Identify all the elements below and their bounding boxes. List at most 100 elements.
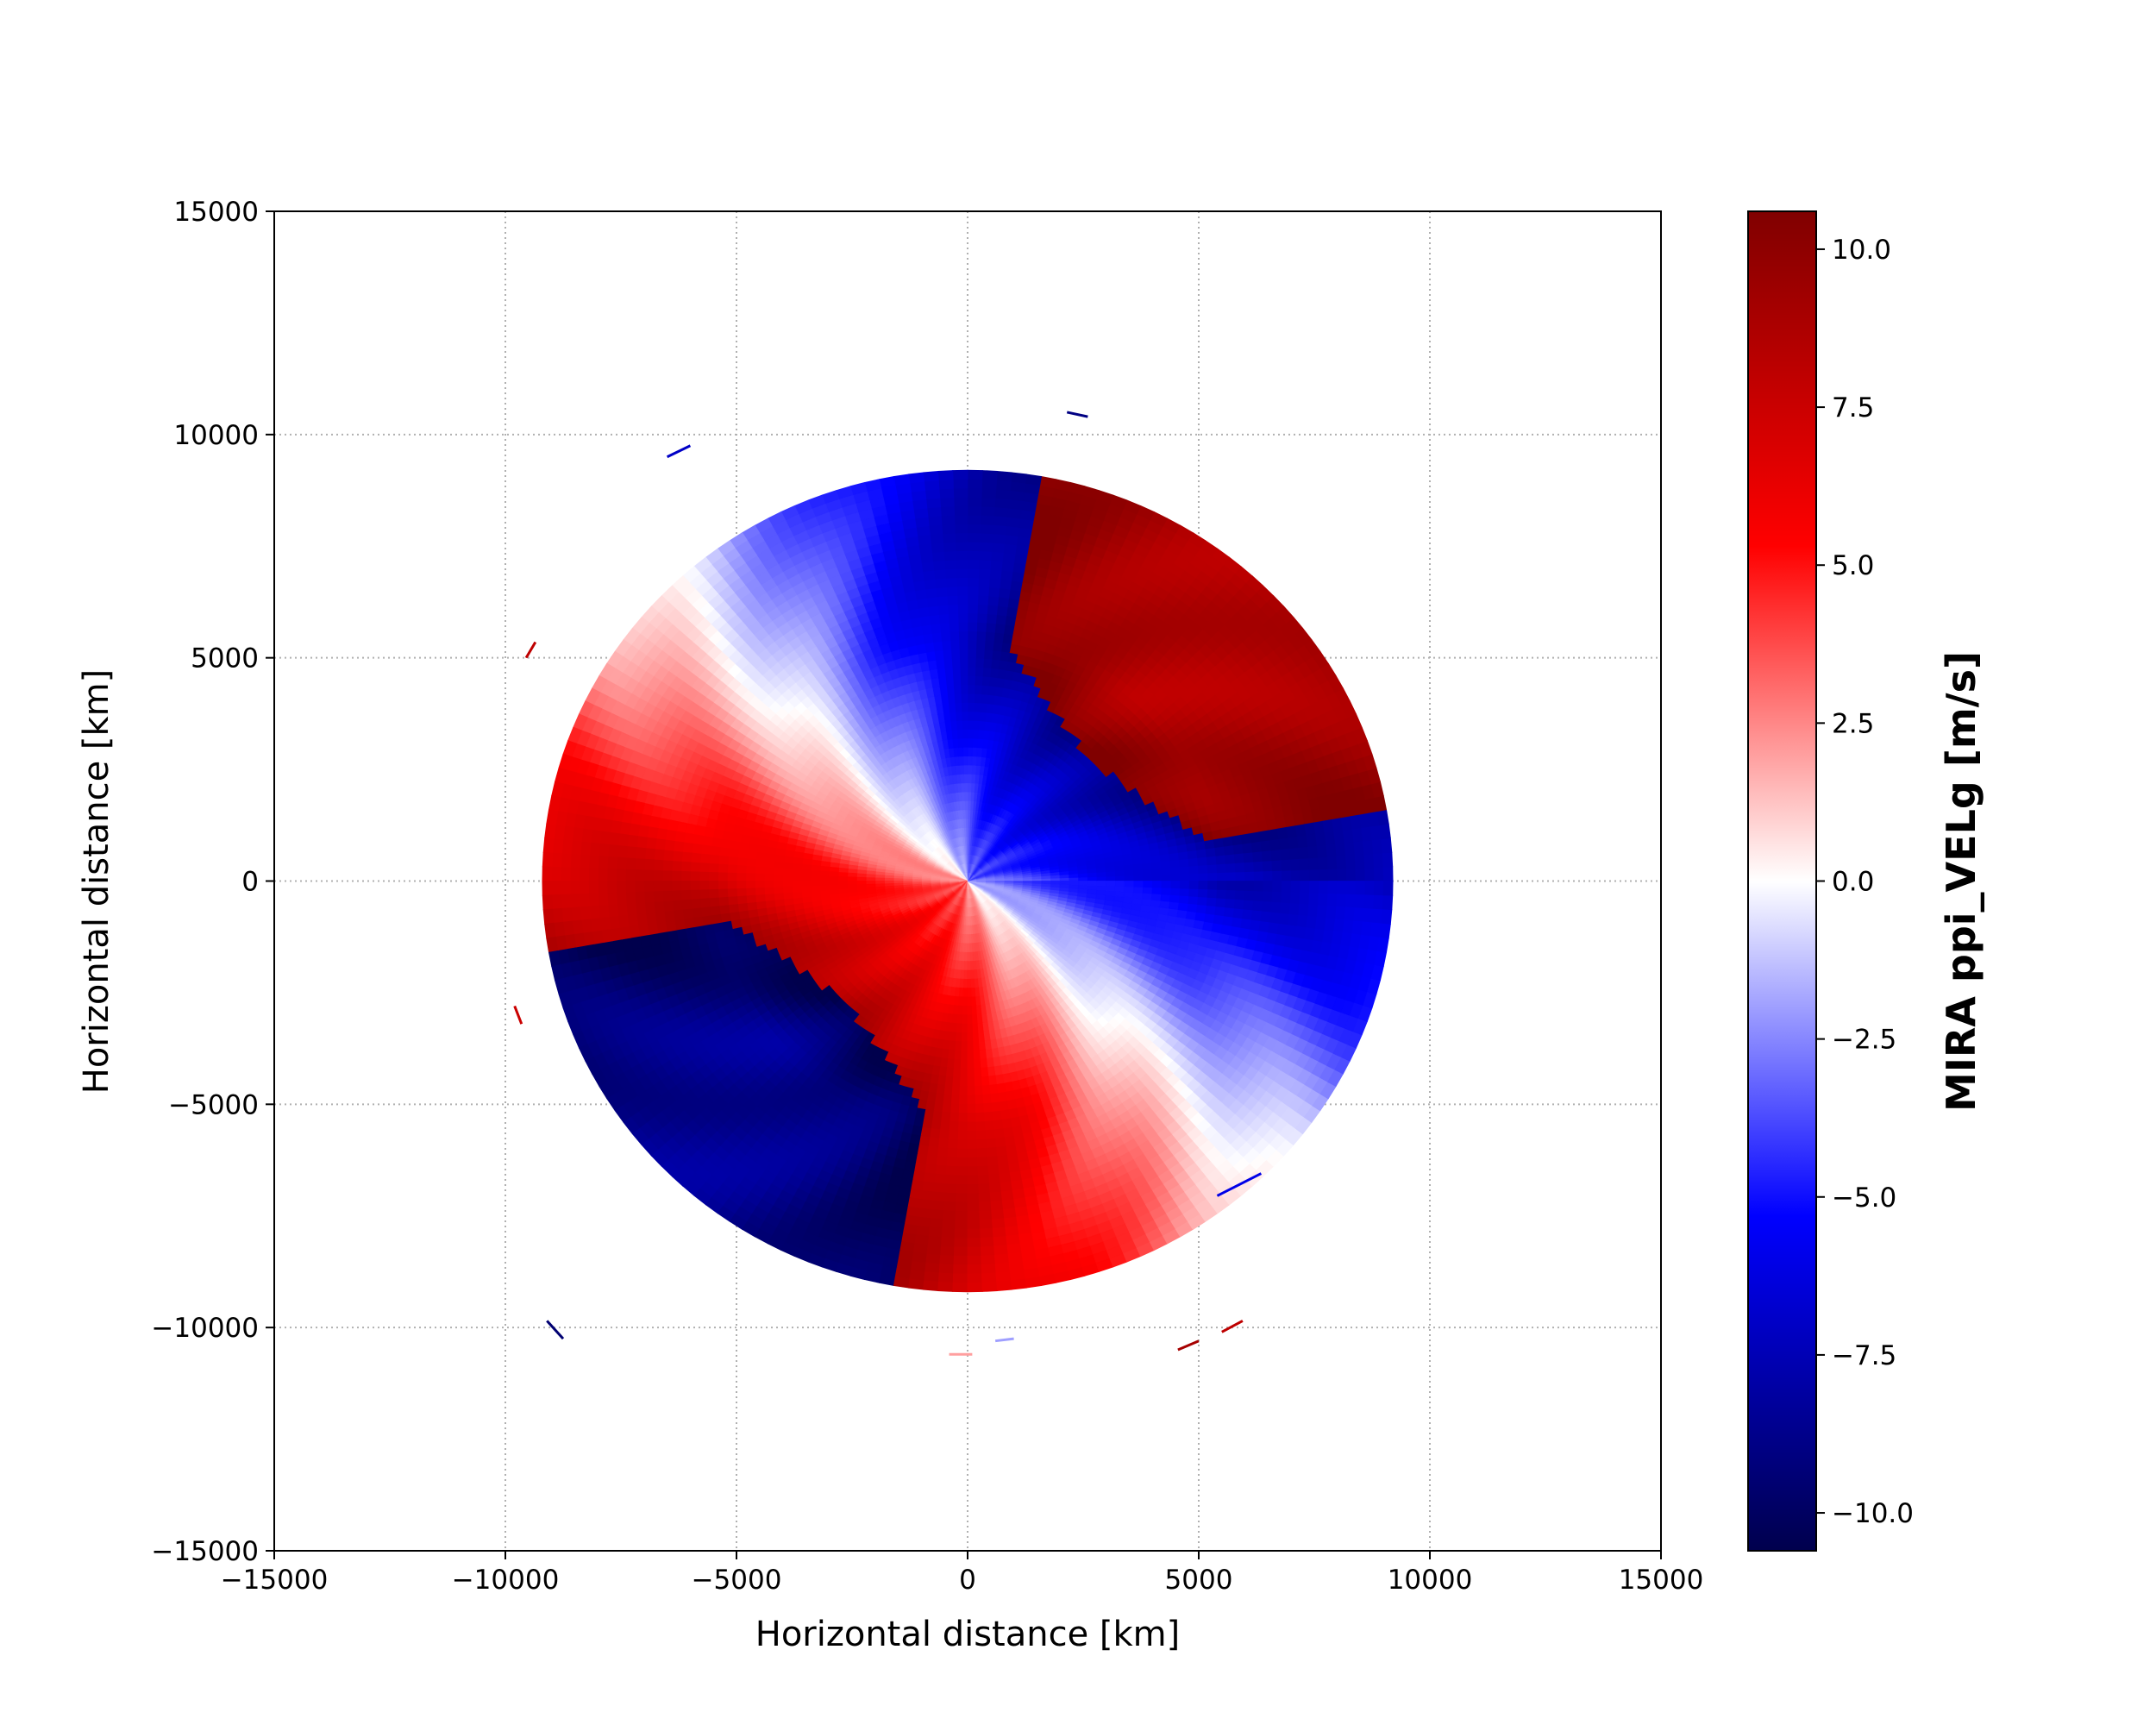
radar-cell <box>963 978 968 989</box>
radar-cell <box>950 1032 957 1042</box>
radar-cell <box>956 729 963 739</box>
radar-cell <box>992 641 1003 652</box>
radar-cell <box>974 1067 982 1078</box>
radar-cell <box>755 894 766 903</box>
radar-cell <box>967 1032 975 1043</box>
radar-cell <box>736 873 747 881</box>
radar-cell <box>1050 881 1061 885</box>
radar-cell <box>728 848 740 858</box>
radar-cell <box>745 881 756 889</box>
radar-cell <box>967 809 971 819</box>
radar-cell <box>967 746 974 756</box>
radar-cell <box>1161 867 1172 875</box>
radar-cell <box>952 675 962 686</box>
radar-cell <box>967 996 973 1007</box>
radar-cell <box>956 1032 963 1043</box>
radar-cell <box>941 640 952 651</box>
radar-cell <box>810 864 821 872</box>
radar-cell <box>950 639 960 650</box>
radar-cell <box>988 676 998 687</box>
radar-cell <box>971 746 978 757</box>
radar-cell <box>718 881 728 890</box>
radar-cell <box>745 894 757 904</box>
radar-cell <box>951 666 961 677</box>
radar-cell <box>949 1040 956 1051</box>
radar-cell <box>1206 863 1218 874</box>
radar-cell <box>982 657 993 668</box>
radar-cell <box>1001 632 1013 644</box>
radar-cell <box>983 1111 994 1122</box>
radar-cell <box>961 719 968 731</box>
radar-cell <box>983 640 994 651</box>
radar-cell <box>755 851 767 862</box>
radar-cell <box>1216 862 1227 874</box>
radar-cell <box>1096 881 1107 887</box>
radar-cell <box>726 888 738 898</box>
radar-cell <box>945 1067 955 1078</box>
radar-cell <box>801 863 812 871</box>
radar-cell <box>1022 881 1033 884</box>
radar-cell <box>884 877 894 881</box>
radar-cell <box>745 888 756 897</box>
radar-cell <box>957 1005 964 1016</box>
radar-cell <box>736 856 748 867</box>
radar-cell <box>837 875 849 881</box>
radar-cell <box>954 1050 962 1060</box>
radar-cell <box>1142 868 1153 876</box>
radar-cell <box>1151 874 1163 881</box>
radar-cell <box>944 675 954 687</box>
radar-cell <box>967 729 974 739</box>
radar-cell <box>765 853 776 862</box>
radar-cell <box>1195 904 1207 914</box>
radar-cell <box>973 1050 981 1060</box>
radar-cell <box>1059 881 1070 885</box>
radar-cell <box>1132 892 1144 900</box>
radar-cell <box>754 881 765 889</box>
radar-cell <box>773 881 784 888</box>
radar-cell <box>1188 864 1200 875</box>
radar-cell <box>782 874 793 881</box>
radar-cell <box>718 896 730 907</box>
radar-cell <box>1161 887 1172 895</box>
radar-cell <box>709 854 720 865</box>
radar-cell <box>755 859 766 869</box>
radar-cell <box>983 649 993 660</box>
radar-cell <box>951 1085 961 1096</box>
radar-cell <box>954 702 962 712</box>
radar-cell <box>726 872 737 881</box>
radar-cell <box>1087 875 1098 881</box>
radar-cell <box>959 657 968 668</box>
radar-cell <box>967 1103 977 1114</box>
radar-cell <box>1142 886 1153 894</box>
radar-cell <box>791 886 802 894</box>
radar-cell <box>935 1093 945 1104</box>
radar-cell <box>709 897 720 908</box>
radar-cell <box>982 1094 993 1105</box>
radar-cell <box>1197 856 1208 866</box>
radar-cell <box>961 1032 968 1043</box>
radar-cell <box>967 674 976 686</box>
radar-cell <box>972 729 980 739</box>
radar-cell <box>726 881 737 890</box>
radar-cell <box>1197 888 1209 898</box>
radar-cell <box>950 1022 958 1033</box>
radar-cell <box>1142 892 1153 900</box>
radar-cell <box>708 881 719 891</box>
radar-cell <box>990 658 1000 669</box>
plot-area <box>273 210 1662 1552</box>
radar-cell <box>993 631 1005 643</box>
radar-cell <box>773 867 784 875</box>
radar-cell <box>967 1006 974 1016</box>
radar-cell <box>972 719 980 731</box>
radar-cell <box>959 1086 968 1096</box>
radar-cell <box>1106 875 1116 881</box>
radar-cell <box>959 674 968 686</box>
radar-cell <box>1179 873 1190 881</box>
radar-cell <box>975 666 984 677</box>
radar-cell <box>1207 872 1218 881</box>
radar-cell <box>1069 881 1079 886</box>
radar-cell <box>1151 887 1163 895</box>
radar-cell <box>979 711 987 722</box>
radar-cell <box>800 869 812 876</box>
radar-cell <box>837 871 849 878</box>
